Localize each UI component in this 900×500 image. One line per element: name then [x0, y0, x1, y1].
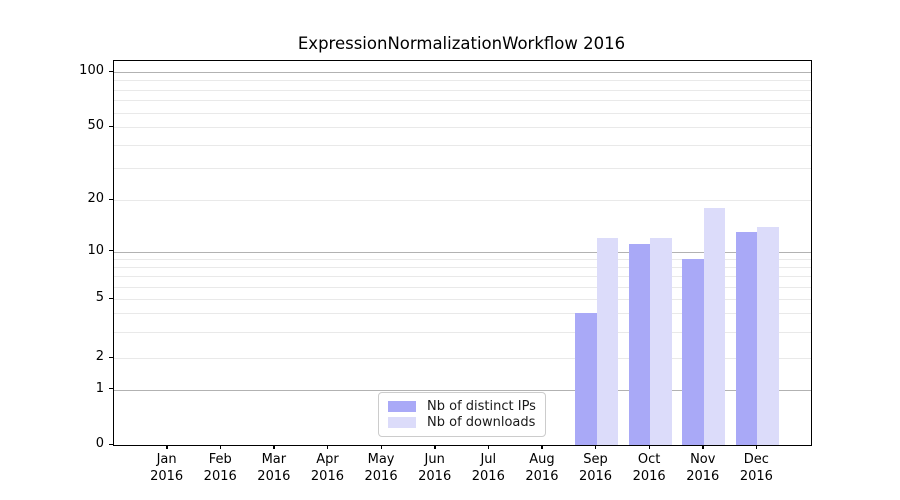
y-tick-mark-50	[109, 125, 113, 127]
chart-title: ExpressionNormalizationWorkflow 2016	[297, 34, 626, 53]
legend: Nb of distinct IPs Nb of downloads	[378, 392, 546, 437]
x-tick-label-may: May 2016	[364, 452, 398, 484]
y-tick-label-10: 10	[87, 242, 104, 258]
minor-gridline-4	[114, 313, 811, 315]
x-tick-mark-feb	[219, 445, 222, 449]
legend-item-distinct-ips: Nb of distinct IPs	[388, 399, 536, 414]
y-tick-mark-100	[109, 70, 113, 72]
bar-distinct-ips-dec	[735, 232, 758, 445]
major-gridline-100	[114, 72, 811, 73]
bar-distinct-ips-sep	[575, 313, 597, 445]
y-tick-label-2: 2	[95, 349, 104, 364]
x-tick-label-jan: Jan 2016	[150, 452, 184, 484]
x-tick-mark-aug	[541, 445, 543, 449]
y-tick-mark-5	[109, 297, 113, 299]
minor-gridline-30	[114, 167, 811, 169]
x-tick-mark-jan	[166, 445, 168, 449]
bar-downloads-nov	[703, 207, 726, 445]
minor-gridline-5	[114, 299, 811, 300]
minor-gridline-2	[114, 358, 811, 359]
x-tick-mark-jun	[434, 445, 436, 449]
y-tick-mark-0	[109, 443, 113, 445]
minor-gridline-50	[114, 127, 811, 128]
y-tick-label-0: 0	[95, 436, 104, 451]
y-tick-label-20: 20	[87, 191, 104, 206]
minor-gridline-90	[114, 80, 811, 82]
x-tick-mark-mar	[273, 445, 275, 449]
x-tick-label-feb: Feb 2016	[203, 452, 237, 484]
minor-gridline-70	[114, 100, 811, 102]
x-tick-label-oct: Oct 2016	[632, 452, 666, 484]
minor-gridline-20	[114, 200, 811, 201]
bar-distinct-ips-nov	[682, 258, 704, 445]
x-tick-label-dec: Dec 2016	[739, 452, 773, 484]
x-tick-mark-apr	[326, 445, 329, 449]
minor-gridline-8	[114, 266, 811, 268]
x-tick-mark-sep	[595, 445, 597, 449]
y-tick-label-1: 1	[95, 380, 104, 396]
x-tick-label-sep: Sep 2016	[578, 452, 613, 484]
x-tick-label-jul: Jul 2016	[471, 452, 505, 484]
x-tick-mark-nov	[702, 445, 704, 449]
minor-gridline-7	[114, 275, 811, 277]
y-tick-label-5: 5	[95, 290, 104, 305]
legend-swatch-downloads	[388, 416, 416, 429]
minor-gridline-80	[114, 89, 811, 91]
x-tick-mark-may	[380, 445, 382, 449]
y-tick-label-100: 100	[79, 63, 104, 78]
y-tick-mark-10	[109, 250, 113, 252]
y-tick-mark-20	[109, 198, 113, 200]
minor-gridline-60	[114, 112, 811, 114]
x-tick-mark-jul	[487, 445, 490, 449]
bar-downloads-dec	[757, 226, 779, 445]
y-tick-mark-2	[109, 356, 113, 358]
minor-gridline-3	[114, 331, 811, 333]
bar-downloads-sep	[596, 237, 619, 445]
legend-swatch-distinct-ips	[388, 400, 416, 413]
minor-gridline-9	[114, 258, 811, 260]
bar-distinct-ips-oct	[628, 244, 651, 445]
minor-gridline-6	[114, 286, 811, 288]
x-tick-label-nov: Nov 2016	[686, 452, 720, 484]
y-tick-label-50: 50	[87, 118, 104, 133]
major-gridline-10	[114, 251, 811, 253]
x-tick-label-mar: Mar 2016	[257, 452, 291, 484]
bar-downloads-oct	[650, 237, 672, 445]
x-tick-mark-oct	[648, 445, 651, 449]
x-tick-label-jun: Jun 2016	[418, 452, 452, 484]
legend-label-downloads: Nb of downloads	[427, 415, 536, 430]
legend-item-downloads: Nb of downloads	[388, 415, 536, 430]
minor-gridline-40	[114, 144, 811, 146]
legend-label-distinct-ips: Nb of distinct IPs	[427, 399, 536, 414]
y-tick-mark-1	[109, 388, 113, 390]
plot-area: Nb of distinct IPs Nb of downloads	[113, 60, 812, 446]
x-tick-label-aug: Aug 2016	[525, 452, 559, 484]
x-tick-label-apr: Apr 2016	[310, 452, 344, 484]
major-gridline-1	[114, 389, 811, 391]
x-tick-mark-dec	[755, 445, 758, 449]
